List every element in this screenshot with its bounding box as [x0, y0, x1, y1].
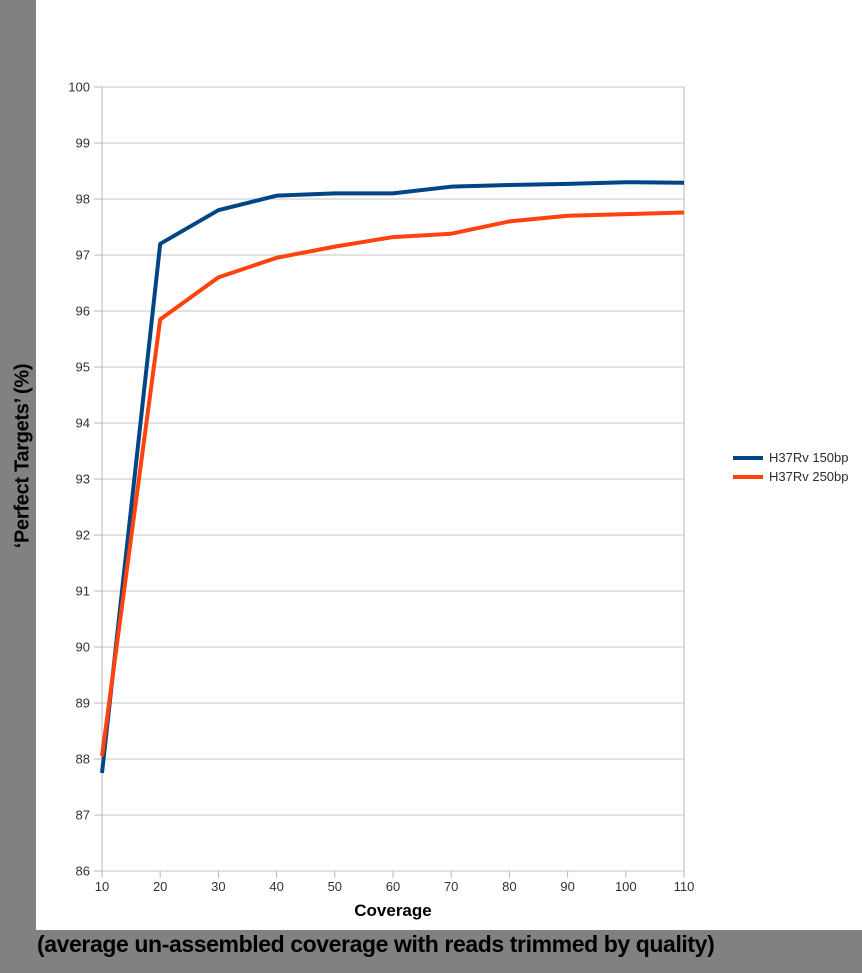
y-tick-label-88: 88 — [76, 752, 90, 767]
y-tick-label-99: 99 — [76, 136, 90, 151]
y-tick-label-86: 86 — [76, 864, 90, 879]
legend-item: H37Rv 150bp — [733, 448, 849, 467]
y-tick-label-98: 98 — [76, 192, 90, 207]
legend: H37Rv 150bp H37Rv 250bp — [733, 448, 849, 486]
y-tick-label-91: 91 — [76, 584, 90, 599]
plot-svg: 86 87 88 89 90 91 92 93 94 95 96 97 98 99 100 10 20 30 40 5… — [68, 80, 695, 895]
x-tick-label-30: 30 — [211, 879, 225, 894]
y-tick-label-96: 96 — [76, 304, 90, 319]
y-tick-label-100: 100 — [68, 80, 90, 95]
y-tick-label-95: 95 — [76, 360, 90, 375]
y-tick-label-90: 90 — [76, 640, 90, 655]
legend-label: H37Rv 150bp — [769, 450, 849, 465]
legend-swatch-icon — [733, 455, 763, 460]
figure-caption: (average un-assembled coverage with read… — [37, 931, 715, 957]
legend-item: H37Rv 250bp — [733, 467, 849, 486]
x-tick-label-80: 80 — [502, 879, 516, 894]
x-tick-label-70: 70 — [444, 879, 458, 894]
y-tick-label-92: 92 — [76, 528, 90, 543]
x-tick-label-10: 10 — [95, 879, 109, 894]
x-tick-label-20: 20 — [153, 879, 167, 894]
x-tick-label-60: 60 — [386, 879, 400, 894]
y-tick-label-94: 94 — [76, 416, 90, 431]
y-axis-title: ‘Perfect Targets’ (%) — [11, 363, 34, 549]
y-tick-label-97: 97 — [76, 248, 90, 263]
x-tick-label-90: 90 — [560, 879, 574, 894]
series-line-h37rv-250bp — [100, 210, 685, 757]
x-tick-label-40: 40 — [269, 879, 283, 894]
chart-panel: 86 87 88 89 90 91 92 93 94 95 96 97 98 99 100 10 20 30 40 5… — [12, 0, 862, 930]
y-tick-label-87: 87 — [76, 808, 90, 823]
x-tick-label-50: 50 — [328, 879, 342, 894]
y-tick-label-89: 89 — [76, 696, 90, 711]
series-line-h37rv-150bp — [100, 180, 685, 774]
legend-label: H37Rv 250bp — [769, 469, 849, 484]
x-axis-title: Coverage — [354, 901, 432, 920]
y-tick-label-93: 93 — [76, 472, 90, 487]
x-tick-label-110: 110 — [674, 879, 695, 894]
x-tick-label-100: 100 — [615, 879, 637, 894]
legend-swatch-icon — [733, 474, 763, 479]
